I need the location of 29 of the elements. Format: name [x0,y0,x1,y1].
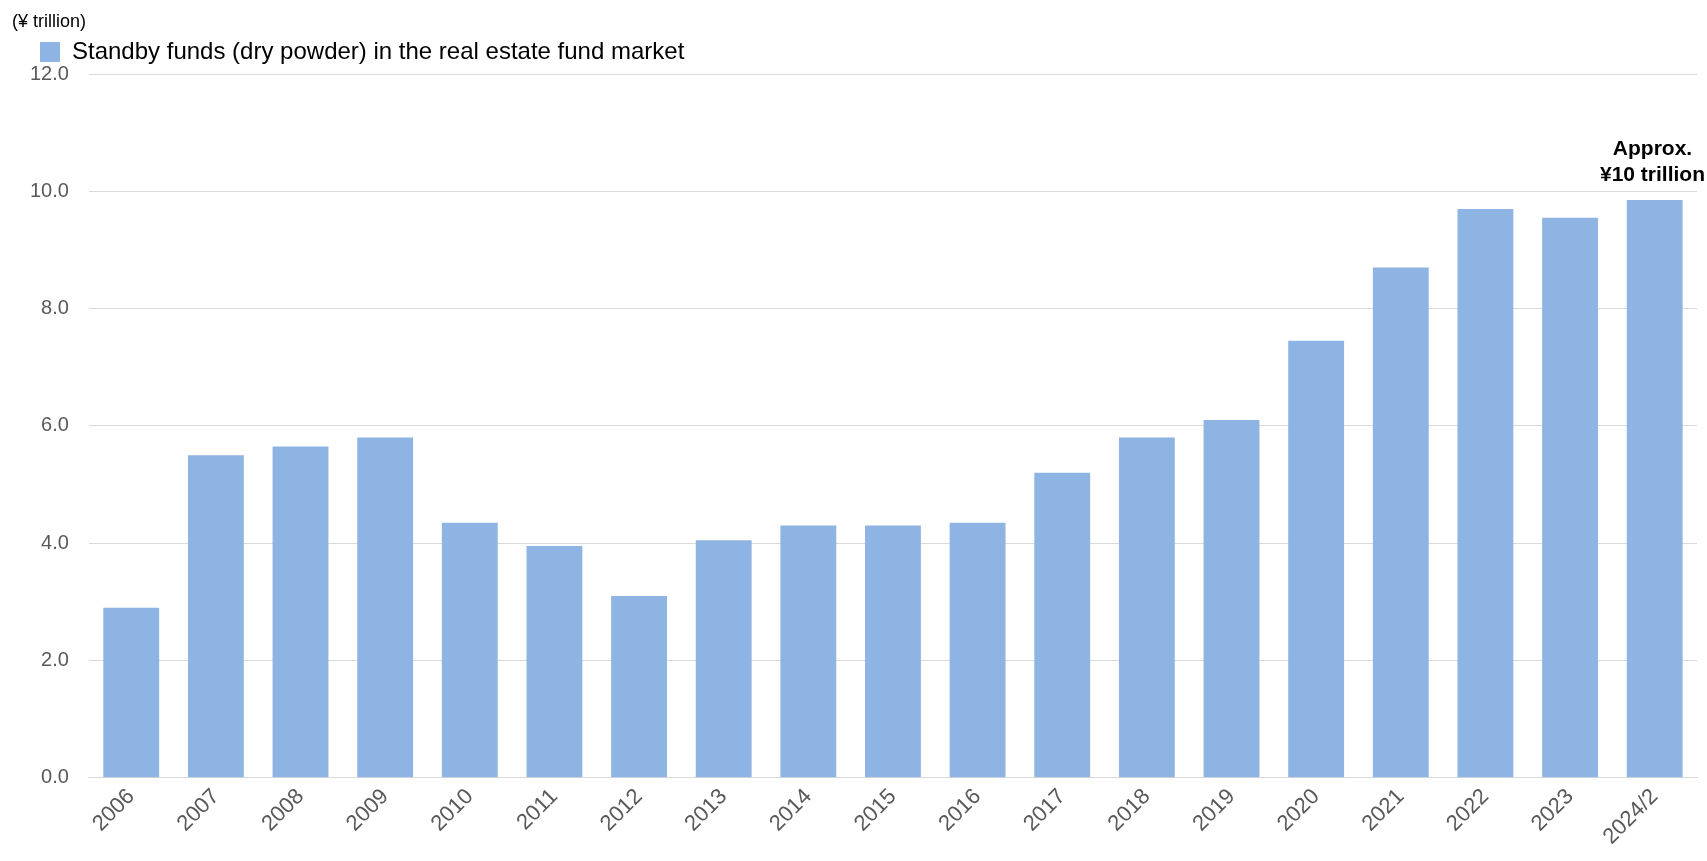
bar [1034,472,1091,778]
y-tick-label: 10.0 [29,178,69,201]
bar [357,437,414,778]
y-tick-label: 8.0 [41,296,69,319]
bar [611,595,667,778]
bar [1626,200,1683,778]
bar [1457,208,1514,778]
y-tick-label: 2.0 [41,647,69,670]
bar [526,546,583,778]
y-tick-label: 0.0 [41,765,69,788]
bar [1118,437,1175,778]
bar [949,522,1006,778]
bar [1372,267,1429,778]
y-tick-label: 12.0 [29,61,69,84]
bar [695,540,752,778]
bar [865,525,921,778]
y-axis-title: (¥ trillion) [12,10,87,31]
bar [1203,420,1260,778]
bar [187,455,244,778]
annotation: Approx. ¥10 trillion [1599,136,1705,186]
bar [1288,340,1345,778]
bar [780,525,837,778]
legend-label: Standby funds (dry powder) in the real estate fund market [72,36,685,64]
bar [103,607,160,778]
y-tick-label: 4.0 [41,530,69,553]
bar [441,522,498,778]
y-tick-label: 6.0 [41,413,69,436]
bar [1542,217,1598,778]
bar [272,446,329,778]
